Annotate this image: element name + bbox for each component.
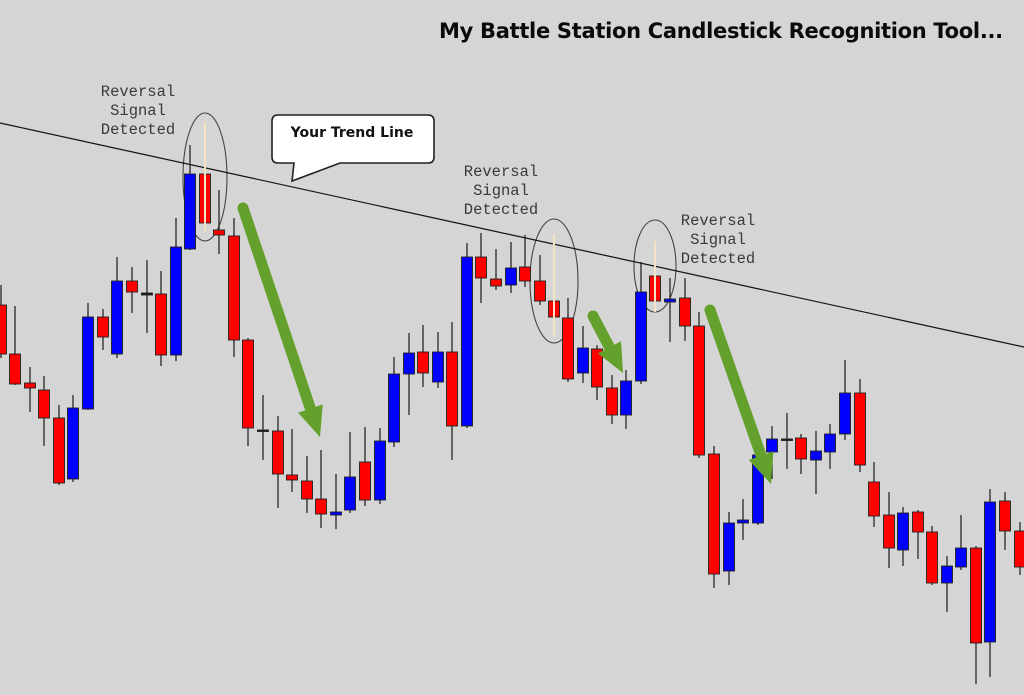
- candle: [562, 298, 574, 382]
- candle: [737, 499, 749, 540]
- candle: [228, 218, 240, 357]
- candle: [534, 255, 546, 305]
- candle: [53, 405, 65, 485]
- candle: [941, 556, 953, 612]
- candle: [446, 322, 458, 460]
- reversal-signal-label-2: Reversal Signal Detected: [463, 163, 539, 219]
- candle: [403, 333, 415, 415]
- candle: [839, 360, 851, 440]
- candle: [606, 375, 618, 424]
- candle: [126, 267, 138, 313]
- candle: [184, 145, 196, 250]
- candle: [693, 312, 705, 458]
- green-arrows: [237, 202, 774, 484]
- candle: [883, 492, 895, 568]
- candle: [432, 332, 444, 388]
- candle: [475, 233, 487, 303]
- candle: [664, 278, 676, 342]
- candle: [257, 395, 269, 460]
- candle: [795, 434, 807, 474]
- candle: [9, 306, 21, 385]
- candle: [999, 492, 1011, 550]
- candle: [897, 507, 909, 566]
- candle: [912, 510, 924, 559]
- candle: [213, 190, 225, 254]
- candle: [519, 235, 531, 287]
- candle: [781, 413, 793, 469]
- candle: [926, 526, 938, 585]
- callout-bubble: [271, 114, 435, 183]
- candle: [242, 338, 254, 446]
- candle: [824, 424, 836, 469]
- candle: [344, 432, 356, 513]
- candle: [301, 456, 313, 513]
- candle: [723, 512, 735, 585]
- candle: [708, 446, 720, 588]
- candle: [315, 450, 327, 528]
- candle: [1014, 522, 1024, 575]
- candle: [955, 515, 967, 570]
- signal-ellipse: [182, 112, 228, 242]
- candle: [97, 309, 109, 350]
- candle: [24, 367, 36, 412]
- candle: [286, 429, 298, 492]
- down-arrow-icon: [237, 202, 323, 437]
- candle: [970, 546, 982, 684]
- candle: [868, 462, 880, 527]
- candle: [679, 278, 691, 341]
- candle: [82, 303, 94, 410]
- candle: [591, 345, 603, 400]
- candle: [272, 416, 284, 508]
- candle: [577, 326, 589, 383]
- reversal-signal-label-1: Reversal Signal Detected: [100, 83, 176, 139]
- candle: [111, 257, 123, 358]
- candle: [359, 427, 371, 506]
- candle: [67, 395, 79, 482]
- candle: [38, 376, 50, 446]
- down-arrow-icon: [704, 304, 774, 484]
- trend-line-callout: Your Trend Line: [290, 125, 414, 141]
- candle: [170, 218, 182, 361]
- candle: [490, 249, 502, 290]
- candle: [505, 242, 517, 293]
- candle: [417, 325, 429, 387]
- candle: [810, 431, 822, 494]
- candle: [155, 271, 167, 366]
- candle: [330, 474, 342, 529]
- candle: [0, 285, 7, 358]
- candle: [388, 357, 400, 447]
- down-arrow-icon: [587, 310, 623, 373]
- candle: [854, 379, 866, 472]
- candle: [620, 370, 632, 429]
- candle: [984, 489, 996, 677]
- candles: [0, 145, 1024, 684]
- reversal-signal-label-3: Reversal Signal Detected: [680, 212, 756, 268]
- candle: [374, 428, 386, 504]
- candle: [635, 262, 647, 384]
- candle: [141, 260, 153, 333]
- trend-line: [0, 122, 1024, 348]
- chart-title: My Battle Station Candlestick Recognitio…: [439, 19, 1003, 43]
- signal-markers: [204, 122, 656, 337]
- candle: [461, 243, 473, 428]
